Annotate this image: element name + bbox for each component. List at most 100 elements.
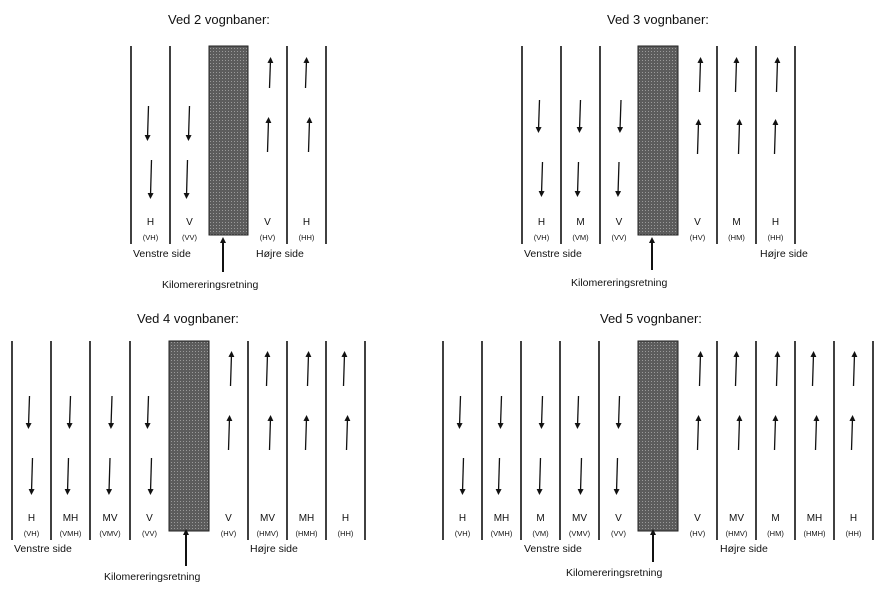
down-arrow (615, 395, 622, 429)
up-arrow (697, 57, 704, 93)
lane-label: MV (260, 513, 275, 524)
direction-label: Kilomereringsretning (162, 279, 259, 291)
lane-label: H (27, 513, 36, 524)
up-arrow (695, 119, 702, 155)
lane-label: V (694, 217, 701, 228)
lane-label: MV (729, 513, 744, 524)
lane-code: (HM) (728, 233, 745, 242)
lane-label: H (849, 513, 858, 524)
lane-label: MV (102, 513, 118, 524)
median-strip (637, 340, 679, 532)
lane-code: (HMV) (256, 529, 279, 538)
up-arrow (774, 351, 781, 387)
up-arrow (736, 119, 743, 155)
lane-code: (HH) (298, 233, 315, 242)
down-arrow (577, 457, 584, 495)
lane-code: (VH) (142, 233, 159, 242)
down-arrow (108, 395, 115, 429)
down-arrow (144, 395, 151, 429)
down-arrow (185, 105, 192, 141)
lane-label: M (536, 513, 545, 524)
lane-label: V (694, 513, 701, 524)
down-arrow (535, 99, 542, 133)
down-arrow (497, 395, 504, 429)
lane-code: (HV) (259, 233, 276, 242)
lane-code: (HM) (767, 529, 784, 538)
up-arrow (267, 415, 274, 451)
lane-code: (HV) (220, 529, 237, 538)
lane-label: V (615, 513, 622, 524)
up-arrow (772, 415, 779, 451)
up-arrow (810, 351, 817, 387)
down-arrow (25, 395, 32, 429)
down-arrow (66, 395, 73, 429)
median-strip (168, 340, 210, 532)
up-arrow (303, 415, 310, 451)
down-arrow (576, 99, 583, 133)
down-arrow (64, 457, 71, 495)
lane-code: (HMH) (295, 529, 318, 538)
right-side-label: Højre side (256, 248, 304, 260)
lane-code: (VH) (533, 233, 550, 242)
lane-code: (VMH) (59, 529, 82, 538)
up-arrow (267, 57, 274, 89)
left-side-label: Venstre side (524, 543, 582, 555)
down-arrow (147, 159, 154, 199)
diagram-title: Ved 5 vognbaner: (600, 311, 702, 326)
lane-code: (VV) (611, 233, 627, 242)
up-arrow (772, 119, 779, 155)
lane-label: V (615, 217, 623, 228)
down-arrow (495, 457, 502, 495)
up-arrow (736, 415, 743, 451)
down-arrow (536, 457, 543, 495)
lane-code: (VV) (182, 233, 197, 242)
right-side-label: Højre side (720, 543, 768, 555)
diagram-title: Ved 2 vognbaner: (168, 12, 270, 27)
lane-code: (HH) (845, 529, 862, 538)
lane-label: V (225, 513, 232, 524)
lane-label: H (146, 217, 155, 228)
lane-code: (VH) (23, 529, 40, 538)
lane-label: M (732, 217, 741, 228)
lane-label: H (771, 217, 780, 228)
median-strip (637, 45, 679, 236)
lane-label: H (458, 513, 467, 524)
up-arrow (305, 351, 312, 387)
direction-label: Kilomereringsretning (566, 567, 663, 579)
down-arrow (574, 395, 581, 429)
up-arrow (265, 117, 272, 153)
down-arrow (459, 457, 466, 495)
up-arrow (264, 351, 271, 387)
up-arrow (695, 415, 702, 451)
lane-label: V (146, 513, 153, 524)
diagram-title: Ved 3 vognbaner: (607, 12, 709, 27)
lane-label: V (186, 217, 193, 228)
up-arrow (226, 415, 233, 451)
lane-code: (HMH) (803, 529, 826, 538)
up-arrow (306, 117, 313, 153)
lane-label: MH (493, 513, 510, 524)
lane-label: H (302, 217, 311, 228)
lane-label: MH (62, 513, 79, 524)
lane-code: (VV) (611, 529, 626, 538)
lane-label: MV (572, 513, 587, 524)
up-arrow (697, 351, 704, 387)
up-arrow (733, 351, 740, 387)
down-arrow (183, 159, 190, 199)
lane-code: (HMV) (725, 529, 748, 538)
lane-label: M (771, 513, 780, 524)
lane-code: (VV) (142, 529, 157, 538)
lane-code: (HH) (767, 233, 784, 242)
down-arrow (538, 395, 545, 429)
down-arrow (538, 161, 545, 197)
up-arrow (341, 351, 348, 387)
up-arrow (774, 57, 781, 93)
median-strip (208, 45, 249, 236)
right-side-label: Højre side (250, 543, 298, 555)
lane-label: M (576, 217, 585, 228)
direction-label: Kilomereringsretning (571, 277, 668, 289)
down-arrow (144, 105, 151, 141)
direction-label: Kilomereringsretning (104, 571, 201, 583)
